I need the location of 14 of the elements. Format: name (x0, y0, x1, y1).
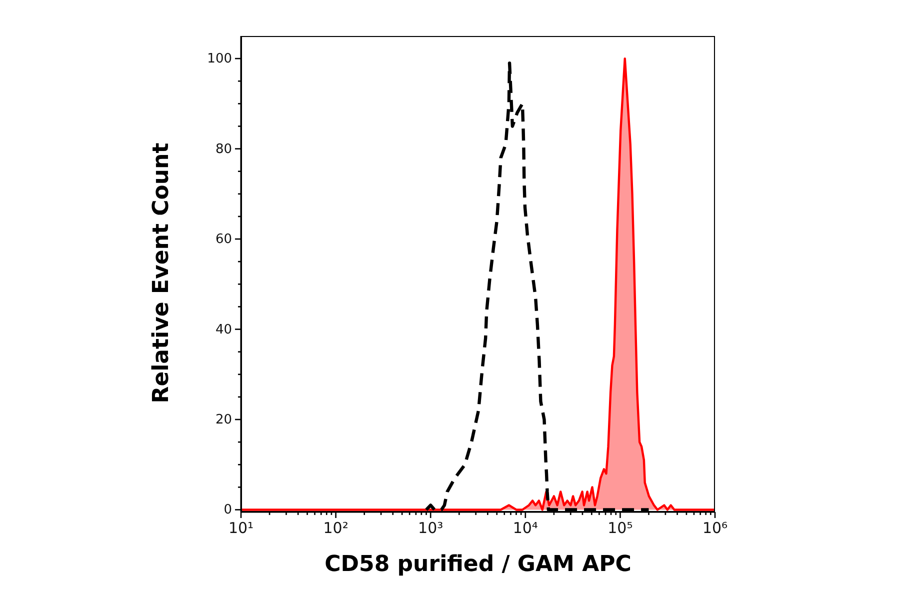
x-tick-label: 10¹ (228, 519, 254, 538)
y-tick-label: 40 (215, 322, 232, 337)
x-tick-label: 10³ (418, 519, 444, 538)
y-tick-label: 80 (215, 141, 232, 156)
x-tick-label: 10⁴ (512, 519, 538, 538)
y-tick-label: 100 (207, 51, 232, 66)
y-tick-label: 60 (215, 232, 232, 247)
y-tick-label: 20 (215, 412, 232, 428)
x-tick-label: 10² (323, 519, 348, 538)
y-tick-label: 0 (224, 502, 232, 518)
x-tick-label: 10⁵ (608, 519, 633, 538)
x-tick-label: 10⁶ (702, 519, 728, 538)
x-axis-title: CD58 purified / GAM APC (324, 551, 632, 579)
y-axis-title: Relative Event Count (148, 142, 175, 404)
